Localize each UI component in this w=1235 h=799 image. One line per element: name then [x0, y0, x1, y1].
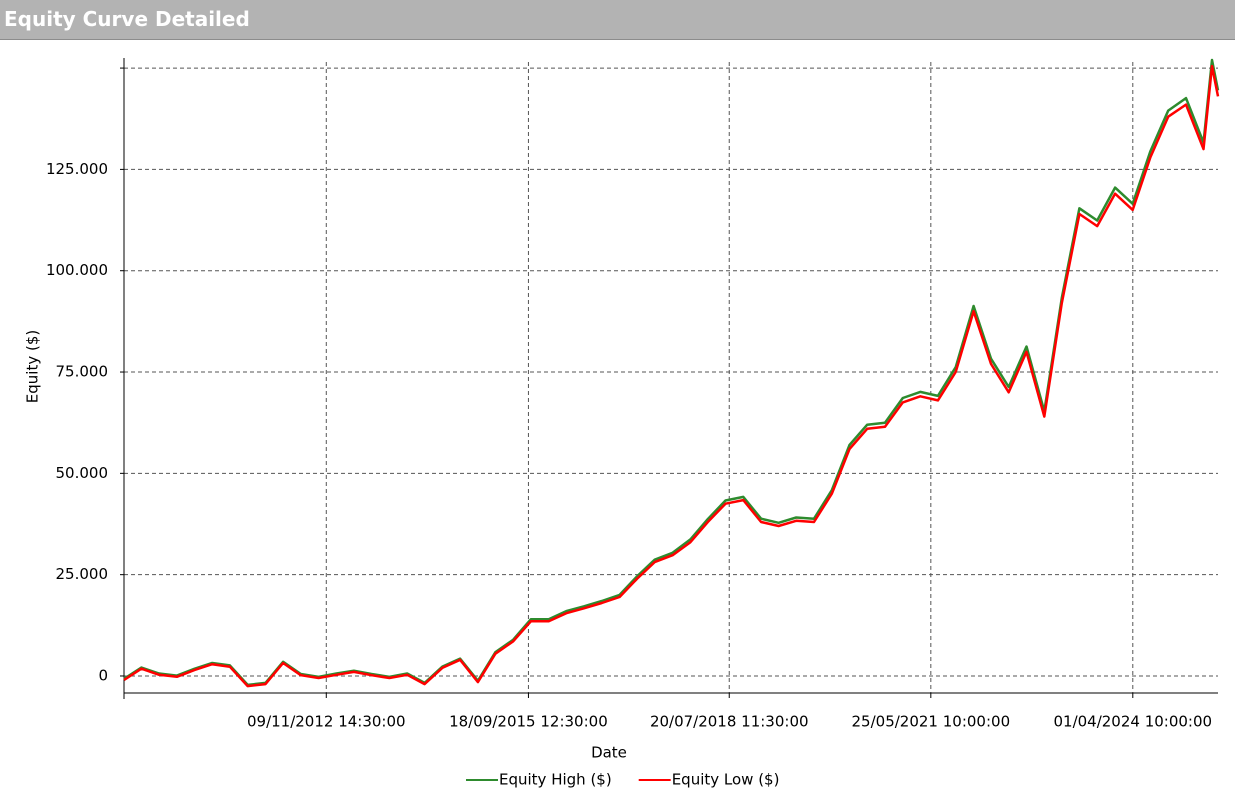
y-tick-label: 100.000: [46, 261, 108, 279]
x-axis-title: Date: [591, 744, 627, 762]
y-tick-label: 0: [98, 666, 108, 684]
header-bar: Equity Curve Detailed: [0, 0, 1235, 40]
chart: 0 25.000 50.000 75.000 100.000 125.000 09/11/2…: [24, 58, 1220, 789]
x-tick-label: 01/04/2024 10:00:00: [1053, 713, 1212, 731]
y-axis-title: Equity ($): [24, 330, 42, 403]
legend-label: Equity High ($): [499, 771, 612, 789]
x-tick-label: 25/05/2021 10:00:00: [852, 713, 1011, 731]
equity-line: [123, 64, 1220, 688]
y-tick-label: 50.000: [56, 464, 109, 482]
x-tick-label: 09/11/2012 14:30:00: [247, 713, 406, 731]
x-tick-label: 18/09/2015 12:30:00: [449, 713, 608, 731]
legend-label: Equity Low ($): [672, 771, 780, 789]
y-tick-label: 125.000: [46, 160, 108, 178]
x-tick-label: 20/07/2018 11:30:00: [650, 713, 809, 731]
chart-title: Equity Curve Detailed: [4, 7, 250, 31]
y-tick-label: 25.000: [56, 565, 109, 583]
y-tick-label: 75.000: [56, 363, 109, 381]
